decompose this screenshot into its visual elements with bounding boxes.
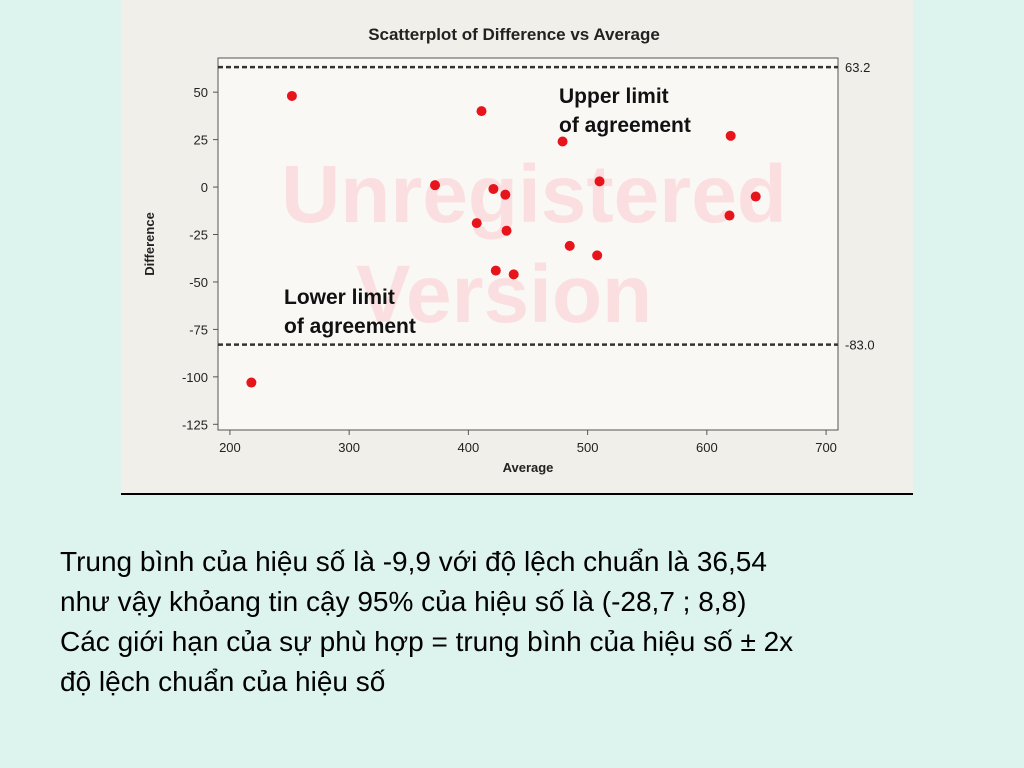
- divider-line: [121, 493, 913, 495]
- data-point: [592, 250, 603, 261]
- data-point: [501, 225, 512, 236]
- data-point: [500, 189, 511, 200]
- data-point: [488, 183, 499, 194]
- annotation-text: Lower limit: [284, 286, 395, 309]
- data-point: [557, 136, 568, 147]
- annotation-text: of agreement: [559, 114, 691, 137]
- caption-line: Trung bình của hiệu số là -9,9 với độ lệ…: [60, 546, 767, 577]
- annotation-text: Upper limit: [559, 85, 669, 108]
- annotations: Upper limit of agreement Lower limit of agr…: [284, 85, 691, 338]
- y-tick-label: -125: [182, 417, 208, 432]
- data-point: [476, 106, 487, 117]
- y-tick-label: 25: [194, 133, 208, 148]
- data-points: [246, 90, 761, 388]
- x-tick-label: 500: [577, 440, 599, 455]
- plot-area: [217, 57, 839, 431]
- x-axis-label: Average: [503, 460, 554, 475]
- y-tick-label: -100: [182, 370, 208, 385]
- data-point: [564, 240, 575, 251]
- chart-title: Scatterplot of Difference vs Average: [368, 25, 660, 44]
- data-point: [724, 210, 735, 221]
- y-tick-label: 0: [201, 180, 208, 195]
- reference-line-label: -83.0: [845, 338, 875, 353]
- data-point: [594, 176, 605, 187]
- caption-text: Trung bình của hiệu số là -9,9 với độ lệ…: [60, 542, 1000, 702]
- caption-line: độ lệch chuẩn của hiệu số: [60, 666, 386, 697]
- caption-line: Các giới hạn của sự phù hợp = trung bình…: [60, 626, 794, 657]
- data-point: [286, 90, 297, 101]
- chart-panel: UnregisteredVersion Scatterplot of Diffe…: [121, 0, 913, 494]
- caption-line: như vậy khỏang tin cậy 95% của hiệu số l…: [60, 586, 747, 617]
- x-tick-label: 400: [458, 440, 480, 455]
- data-point: [430, 180, 440, 191]
- reference-line-label: 63.2: [845, 60, 870, 75]
- data-point: [725, 130, 736, 141]
- x-tick-label: 200: [219, 440, 241, 455]
- data-point: [490, 265, 501, 276]
- scatter-chart: UnregisteredVersion Scatterplot of Diffe…: [142, 25, 875, 475]
- data-point: [750, 191, 761, 202]
- x-tick-label: 300: [338, 440, 360, 455]
- data-point: [471, 218, 482, 229]
- annotation-text: of agreement: [284, 315, 416, 338]
- x-tick-label: 600: [696, 440, 718, 455]
- y-tick-label: -75: [189, 322, 208, 337]
- y-tick-label: -25: [189, 228, 208, 243]
- x-tick-label: 700: [815, 440, 837, 455]
- y-axis-label: Difference: [142, 212, 157, 276]
- data-point: [508, 269, 519, 280]
- y-tick-label: -50: [189, 275, 208, 290]
- reference-lines: 63.2 -83.0: [218, 60, 875, 353]
- data-point: [246, 377, 257, 388]
- y-tick-label: 50: [194, 85, 208, 100]
- axes: 200 300 400 500 600 700 50 25 0 -25 -50 -75 -100 -125: [182, 85, 837, 455]
